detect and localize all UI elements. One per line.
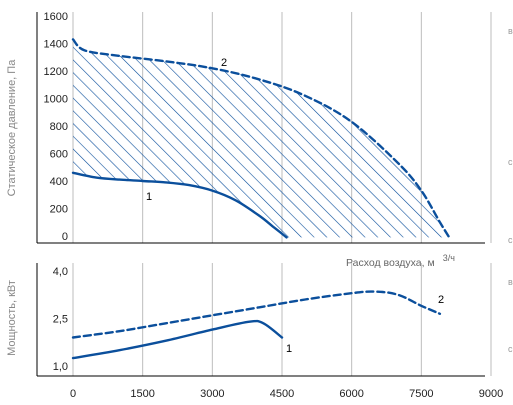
power-tick-label: 4,0 [53, 266, 68, 278]
edge-mark: в [508, 277, 513, 287]
power-curve-1 [71, 319, 284, 360]
pressure-tick-label: 400 [50, 176, 68, 188]
pressure-curves [71, 38, 451, 239]
power-axis-label: Мощность, кВт [6, 280, 18, 356]
pressure-tick-label: 1400 [44, 39, 68, 51]
airflow-tick-label: 3000 [200, 388, 224, 400]
power-curve-2 [71, 290, 442, 339]
airflow-axis-label: Расход воздуха, м 3/ч [346, 253, 455, 269]
airflow-tick-label: 1500 [130, 388, 154, 400]
pressure-axis-label: Статическое давление, Па [6, 59, 18, 197]
edge-mark: с [508, 157, 513, 167]
power-tick-label: 1,0 [53, 361, 68, 373]
pressure-curve-2 [71, 38, 451, 239]
pressure-panel: 0 200 400 600 800 1000 1200 1400 1600 Статическо… [6, 11, 492, 269]
power-y-tick-labels: 1,0 2,5 4,0 [53, 266, 68, 373]
pressure-tick-label: 1000 [44, 94, 68, 106]
power-tick-label: 2,5 [53, 314, 68, 326]
power-grid [72, 263, 492, 376]
pressure-tick-label: 1200 [44, 66, 68, 78]
hatched-operating-region [73, 39, 450, 238]
pressure-curve-1 [71, 171, 288, 239]
airflow-tick-label: 0 [70, 388, 76, 400]
pressure-tick-label: 800 [50, 121, 68, 133]
edge-mark: с [508, 344, 513, 354]
power-curve-1-label: 1 [286, 343, 292, 355]
pressure-tick-label: 600 [50, 149, 68, 161]
airflow-x-tick-labels: 0 1500 3000 4500 6000 7500 9000 [70, 388, 503, 400]
edge-mark: с [508, 235, 513, 245]
pressure-curve-2-label: 2 [221, 57, 227, 69]
power-curves [71, 290, 442, 360]
pressure-tick-label: 1600 [44, 11, 68, 23]
pressure-tick-label: 0 [62, 231, 68, 243]
airflow-tick-label: 6000 [339, 388, 363, 400]
edge-mark: в [508, 26, 513, 36]
power-panel: 1,0 2,5 4,0 0 1500 3000 4500 6000 7500 9000 Мощн… [6, 263, 503, 400]
power-curve-2-label: 2 [438, 294, 444, 306]
airflow-tick-label: 7500 [409, 388, 433, 400]
pressure-tick-label: 200 [50, 204, 68, 216]
pressure-y-tick-labels: 0 200 400 600 800 1000 1200 1400 1600 [44, 11, 68, 243]
pressure-curve-1-label: 1 [146, 191, 152, 203]
airflow-tick-label: 4500 [270, 388, 294, 400]
airflow-tick-label: 9000 [479, 388, 503, 400]
cropped-edge-characters: в с с в с [508, 26, 513, 354]
